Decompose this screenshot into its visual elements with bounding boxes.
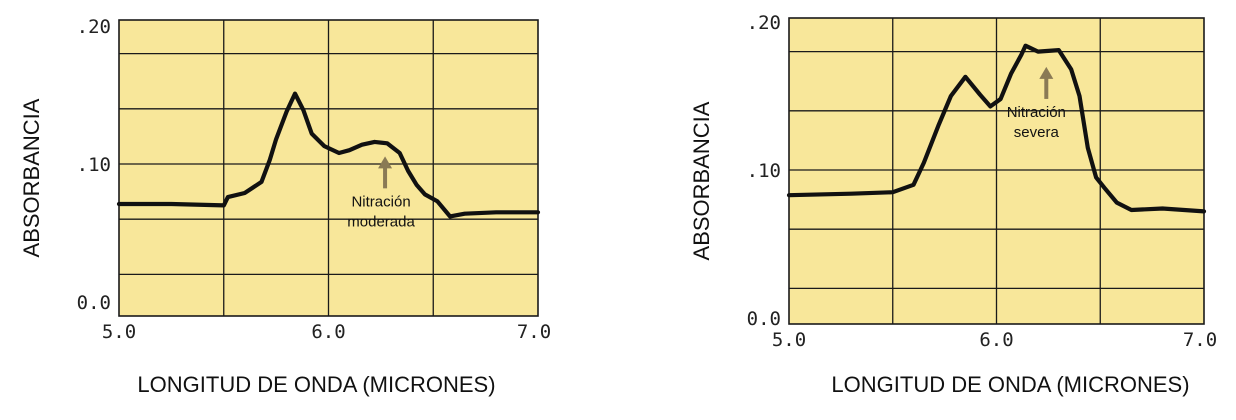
x-tick-label: 5.0 bbox=[772, 329, 806, 351]
series-line bbox=[116, 91, 541, 219]
y-tick-label: .20 bbox=[747, 12, 781, 34]
y-tick-label: 0.0 bbox=[77, 292, 111, 314]
y-axis-title: ABSORBANCIA bbox=[689, 101, 714, 260]
y-tick-label: .10 bbox=[77, 154, 111, 176]
series-line bbox=[786, 43, 1207, 214]
plot-frame bbox=[788, 17, 1205, 325]
annotation-arrow-head bbox=[378, 156, 393, 169]
x-axis-title: LONGITUD DE ONDA (MICRONES) bbox=[137, 372, 495, 397]
annotation-label: Nitración severa bbox=[1007, 104, 1066, 141]
annotation-label: Nitración moderada bbox=[347, 193, 415, 230]
x-tick-label: 7.0 bbox=[517, 321, 551, 343]
x-tick-label: 6.0 bbox=[979, 329, 1013, 351]
chart-1: 0.0 .10 .20 5.0 6.0 7.0 LONGITUD DE ONDA (MICR… bbox=[19, 16, 551, 397]
y-axis-title: ABSORBANCIA bbox=[19, 98, 44, 257]
y-tick-label: 0.0 bbox=[747, 308, 781, 330]
y-tick-label: .20 bbox=[77, 16, 111, 38]
x-axis-title: LONGITUD DE ONDA (MICRONES) bbox=[831, 372, 1189, 397]
x-tick-label: 7.0 bbox=[1183, 329, 1217, 351]
plot-frame bbox=[118, 19, 539, 317]
x-tick-label: 5.0 bbox=[102, 321, 136, 343]
y-tick-label: .10 bbox=[747, 160, 781, 182]
x-tick-label: 6.0 bbox=[311, 321, 345, 343]
chart-2: 0.0 .10 .20 5.0 6.0 7.0 LONGITUD DE ONDA (MICR… bbox=[689, 12, 1217, 397]
annotation-arrow-head bbox=[1039, 66, 1054, 79]
